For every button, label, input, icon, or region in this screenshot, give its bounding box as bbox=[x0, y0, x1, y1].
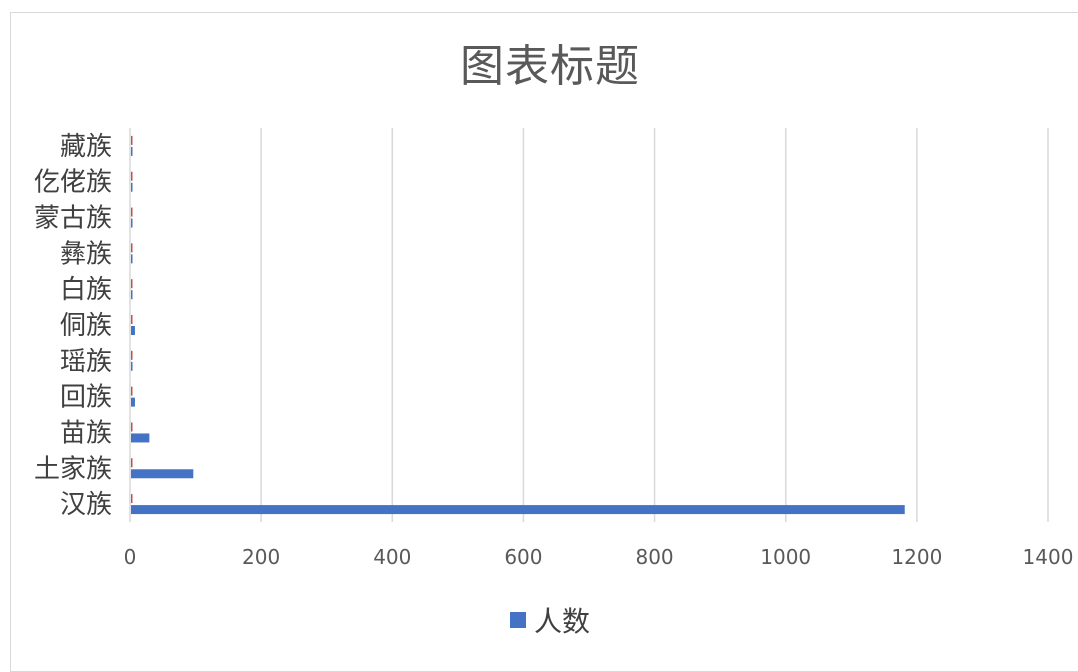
bar-series-1 bbox=[131, 147, 133, 156]
x-tick-label: 1000 bbox=[760, 545, 811, 569]
bar-chart: 0 200 400 600 800 1000 1200 1400 汉族 土家族 苗族 回族 瑶族 侗族 白族… bbox=[0, 0, 1078, 657]
bar-series-1 bbox=[131, 505, 905, 514]
bar-series-1 bbox=[131, 433, 149, 442]
x-tick-label: 1200 bbox=[891, 545, 942, 569]
bar-series-1 bbox=[131, 469, 193, 478]
bar-series-1 bbox=[131, 183, 133, 192]
bar-series-2 bbox=[131, 387, 133, 396]
legend-label: 人数 bbox=[534, 600, 590, 640]
x-tick-label: 600 bbox=[504, 545, 542, 569]
bar-series-1 bbox=[131, 398, 135, 407]
bar-series-2 bbox=[131, 243, 133, 252]
category-label: 回族 bbox=[60, 383, 112, 413]
bar-series-1 bbox=[131, 219, 133, 228]
bar-series-2 bbox=[131, 279, 133, 288]
category-label: 土家族 bbox=[34, 454, 112, 484]
bar-series-2 bbox=[131, 136, 133, 145]
bar-series-2 bbox=[131, 315, 133, 324]
category-label: 瑶族 bbox=[60, 347, 112, 377]
category-label: 彝族 bbox=[60, 239, 112, 269]
bar-series-1 bbox=[131, 362, 133, 371]
bar-series-2 bbox=[131, 208, 133, 217]
category-label: 白族 bbox=[60, 275, 112, 305]
legend: 人数 bbox=[510, 600, 590, 640]
bar-series-2 bbox=[131, 458, 133, 467]
x-tick-label: 0 bbox=[124, 545, 137, 569]
bar-series-2 bbox=[131, 494, 133, 503]
x-tick-label: 1400 bbox=[1023, 545, 1074, 569]
category-label: 蒙古族 bbox=[34, 204, 112, 234]
bar-series-1 bbox=[131, 254, 133, 263]
category-label: 苗族 bbox=[60, 418, 112, 448]
x-tick-label: 400 bbox=[373, 545, 411, 569]
category-label: 侗族 bbox=[60, 311, 112, 341]
legend-swatch bbox=[510, 612, 526, 628]
bar-series-2 bbox=[131, 422, 133, 431]
category-label: 藏族 bbox=[60, 132, 112, 162]
bar-series-1 bbox=[131, 290, 133, 299]
bar-series-2 bbox=[131, 351, 133, 360]
category-label: 仡佬族 bbox=[34, 168, 112, 198]
bar-series-2 bbox=[131, 172, 133, 181]
x-tick-label: 200 bbox=[242, 545, 280, 569]
category-label: 汉族 bbox=[60, 490, 112, 520]
x-tick-label: 800 bbox=[635, 545, 673, 569]
bar-series-1 bbox=[131, 326, 135, 335]
